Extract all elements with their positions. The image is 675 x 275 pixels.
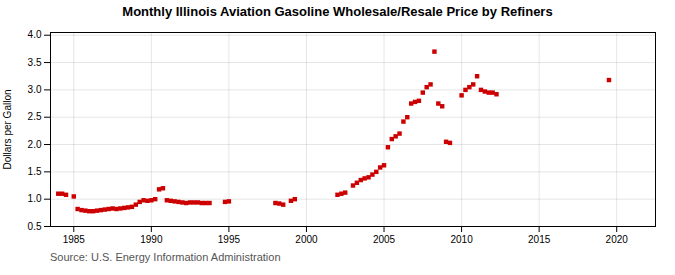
svg-text:1985: 1985 <box>63 234 86 245</box>
svg-text:4.0: 4.0 <box>28 29 42 40</box>
svg-text:1.5: 1.5 <box>28 166 42 177</box>
html-text:Source: U.S. Energy Informatio: Source: U.S. Energy Information Administ… <box>50 251 281 263</box>
svg-text:2010: 2010 <box>450 234 473 245</box>
svg-text:3.5: 3.5 <box>28 57 42 68</box>
svg-text:2005: 2005 <box>373 234 396 245</box>
svg-text:2015: 2015 <box>528 234 551 245</box>
svg-text:Dollars per Gallon: Dollars per Gallon <box>2 89 13 169</box>
svg-text:2000: 2000 <box>295 234 318 245</box>
svg-text:2.5: 2.5 <box>28 111 42 122</box>
svg-text:0.5: 0.5 <box>28 221 42 232</box>
svg-text:2.0: 2.0 <box>28 139 42 150</box>
svg-text:1990: 1990 <box>140 234 163 245</box>
svg-text:1.0: 1.0 <box>28 193 42 204</box>
svg-text:1995: 1995 <box>218 234 241 245</box>
html-text:Monthly Illinois Aviation Gaso: Monthly Illinois Aviation Gasoline Whole… <box>122 4 553 19</box>
svg-text:3.0: 3.0 <box>28 84 42 95</box>
svg-text:2020: 2020 <box>606 234 629 245</box>
